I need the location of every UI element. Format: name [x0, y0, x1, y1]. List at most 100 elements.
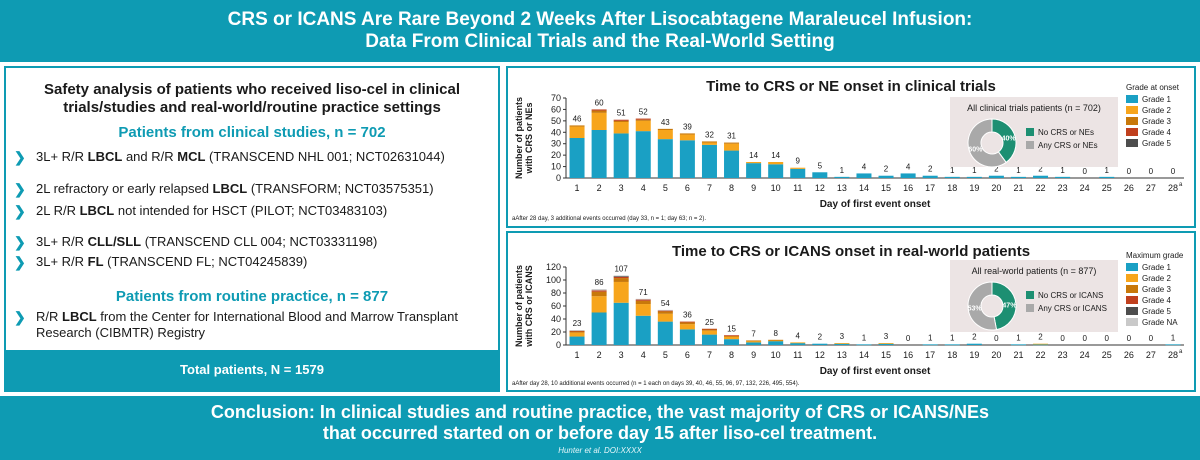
x-axis-label: Day of first event onset [820, 366, 931, 377]
legend-label: Grade NA [1142, 318, 1178, 327]
y-tick-label: 30 [551, 139, 561, 149]
bar-segment [613, 278, 629, 282]
y-tick-label: 40 [551, 314, 561, 324]
y-tick-label: 100 [546, 275, 561, 285]
chevron-right-icon: ❯ [14, 203, 26, 219]
legend-label: Grade 5 [1142, 307, 1171, 316]
y-axis-label: Number of patientswith CRS or ICANS [514, 265, 534, 348]
bar-segment [701, 142, 717, 145]
bar-total-label: 2 [884, 165, 889, 174]
x-tick-label: 23 [1058, 350, 1068, 360]
bar-total-label: 14 [771, 151, 780, 160]
y-tick-label: 60 [551, 301, 561, 311]
x-tick-label: 25 [1102, 183, 1112, 193]
x-tick-label: 12 [815, 350, 825, 360]
x-tick-label: 17 [925, 350, 935, 360]
bar-total-label: 1 [1016, 166, 1021, 175]
y-tick-label: 0 [556, 340, 561, 350]
routine-text: R/R LBCL from the Center for Internation… [36, 309, 458, 340]
legend-label: Grade 4 [1142, 128, 1171, 137]
x-tick-label: 24 [1080, 350, 1090, 360]
bar-segment [613, 276, 629, 277]
legend-swatch [1126, 117, 1138, 125]
bar-segment [635, 300, 651, 305]
x-tick-label: 27 [1146, 350, 1156, 360]
bar-segment [679, 140, 695, 178]
x-tick-label: 6 [685, 350, 690, 360]
bar-total-label: 39 [683, 122, 692, 131]
bar-total-label: 1 [950, 166, 955, 175]
bar-total-label: 1 [1016, 333, 1021, 342]
bar-segment [569, 332, 585, 337]
x-tick-label: 17 [925, 183, 935, 193]
bar-segment [613, 133, 629, 178]
x-tick-label: 21 [1013, 350, 1023, 360]
total-patients-bar: Total patients, N = 1579 [6, 350, 498, 390]
conclusion-footer: Conclusion: In clinical studies and rout… [0, 396, 1200, 460]
bar-segment [657, 309, 673, 311]
bar-segment [768, 339, 784, 341]
bar-segment [724, 335, 740, 337]
bar-segment [657, 139, 673, 178]
conclusion-text: Conclusion: In clinical studies and rout… [0, 396, 1200, 444]
bar-segment [988, 175, 1004, 178]
pie-percent-label: 53% [968, 306, 983, 313]
x-tick-label: 14 [859, 350, 869, 360]
clinical-studies-heading: Patients from clinical studies, n = 702 [118, 124, 386, 141]
bar-segment [701, 328, 717, 330]
x-tick-label: 7 [707, 350, 712, 360]
bar-total-label: 2 [972, 333, 977, 342]
x-tick-label: 19 [969, 183, 979, 193]
bar-segment [569, 330, 585, 332]
y-tick-label: 120 [546, 262, 561, 272]
x-tick-label: 22 [1036, 183, 1046, 193]
bar-segment [724, 336, 740, 340]
legend-label: Grade 4 [1142, 296, 1171, 305]
x-tick-superscript: a [1179, 182, 1183, 188]
bar-segment [1055, 176, 1071, 178]
bar-segment [613, 122, 629, 134]
study-text: 3L+ R/R LBCL and R/R MCL (TRANSCEND NHL … [36, 149, 445, 164]
bar-total-label: 0 [1060, 334, 1065, 343]
study-text: 2L refractory or early relapsed LBCL (TR… [36, 181, 434, 196]
bar-segment [635, 304, 651, 316]
x-tick-label: 20 [991, 350, 1001, 360]
x-tick-label: 3 [619, 183, 624, 193]
x-tick-label: 5 [663, 350, 668, 360]
x-tick-label: 20 [991, 183, 1001, 193]
bar-segment [966, 176, 982, 178]
bar-segment [878, 343, 894, 344]
conclusion-line1: Conclusion: In clinical studies and rout… [210, 402, 990, 422]
left-panel: Safety analysis of patients who received… [4, 66, 500, 392]
bar-total-label: 31 [727, 132, 736, 141]
bar-total-label: 32 [705, 130, 714, 139]
bar-segment [922, 344, 938, 346]
bar-segment [812, 343, 828, 345]
bar-total-label: 1 [1060, 166, 1065, 175]
legend-swatch [1126, 128, 1138, 136]
x-tick-label: 12 [815, 183, 825, 193]
bar-total-label: 0 [1127, 334, 1132, 343]
bar-segment [635, 298, 651, 300]
study-item: ❯ 2L refractory or early relapsed LBCL (… [14, 181, 434, 197]
bar-total-label: 43 [661, 118, 670, 127]
bar-segment [591, 290, 607, 292]
x-tick-superscript: a [1179, 349, 1183, 355]
x-tick-label: 27 [1146, 183, 1156, 193]
bar-segment [613, 276, 629, 279]
x-tick-label: 4 [641, 183, 646, 193]
bar-segment [679, 134, 695, 141]
conclusion-line2: that occurred started on or before day 1… [322, 423, 878, 443]
x-tick-label: 26 [1124, 183, 1134, 193]
bar-segment [591, 110, 607, 113]
x-tick-label: 10 [771, 183, 781, 193]
bar-segment [922, 175, 938, 178]
pie-percent-label: 40% [1002, 136, 1017, 143]
bar-segment [724, 339, 740, 345]
real-world-chart: Time to CRS or ICANS onset in real-world… [512, 243, 1184, 387]
y-tick-label: 10 [551, 162, 561, 172]
chart-footnote: aAfter day 28, 10 additional events occu… [512, 381, 800, 387]
bar-segment [591, 112, 607, 130]
x-tick-label: 28 [1168, 350, 1178, 360]
legend-swatch [1126, 296, 1138, 304]
